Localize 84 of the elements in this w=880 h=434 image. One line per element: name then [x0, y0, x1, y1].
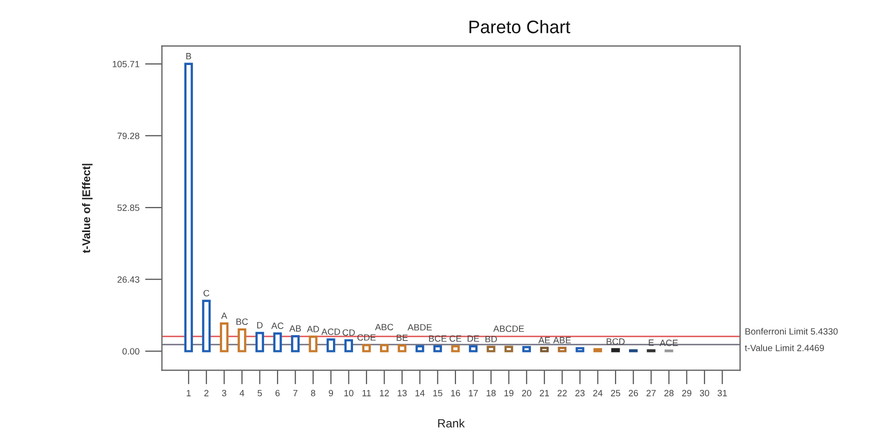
chart-title: Pareto Chart: [470, 20, 570, 34]
data-label: BCD: [606, 338, 625, 345]
bar: [540, 346, 549, 352]
bar: [398, 344, 406, 352]
x-tick-label: 9: [328, 390, 334, 396]
x-tick-label: 21: [540, 390, 549, 396]
x-tick-label: 29: [682, 390, 692, 396]
y-tick-label: 79.28: [118, 132, 140, 140]
x-tick-label: 7: [293, 390, 298, 396]
x-tick-label: 3: [222, 390, 226, 396]
data-label: BC: [236, 318, 248, 325]
x-tick-label: 8: [311, 390, 316, 396]
x-tick-label: 20: [522, 390, 532, 396]
bar: [308, 336, 318, 352]
data-label: BD: [485, 336, 497, 342]
bar: [291, 335, 300, 352]
data-label: ACD: [321, 328, 340, 335]
bar: [202, 300, 211, 352]
x-tick-label: 18: [486, 390, 496, 396]
x-tick-label: 30: [700, 390, 710, 396]
y-tick-label: 105.71: [112, 60, 140, 68]
y-tick-label: 26.43: [118, 276, 140, 283]
ref-line-label: t-Value Limit 2.4469: [744, 344, 824, 352]
bar: [362, 344, 371, 352]
x-tick-label: 31: [718, 390, 727, 396]
x-tick-label: 26: [628, 390, 638, 396]
data-label: AE: [538, 337, 550, 344]
x-tick-label: 27: [646, 390, 656, 396]
data-label: AD: [306, 326, 319, 332]
bar: [504, 346, 514, 352]
bar: [184, 62, 193, 352]
x-tick-label: 28: [664, 390, 674, 396]
x-tick-label: 12: [380, 390, 389, 396]
x-tick-label: 15: [433, 390, 442, 396]
bar: [220, 322, 228, 352]
data-label: A: [221, 312, 228, 319]
y-tick-label: 52.85: [117, 204, 140, 211]
bar: [451, 345, 460, 352]
data-label: AB: [289, 325, 301, 332]
x-tick-label: 4: [240, 390, 244, 396]
data-label: ABE: [553, 337, 571, 344]
x-tick-label: 16: [451, 390, 460, 396]
bar: [416, 345, 424, 352]
data-label: D: [257, 322, 263, 328]
data-label: C: [204, 290, 210, 296]
x-tick-label: 10: [344, 390, 354, 396]
bar: [522, 346, 531, 352]
bar: [326, 338, 336, 352]
data-label: DE: [468, 335, 480, 342]
data-label: CD: [342, 329, 355, 336]
x-tick-label: 2: [204, 390, 208, 396]
x-axis-title: Rank: [438, 418, 465, 428]
ref-line-label: Bonferroni Limit 5.4330: [745, 328, 838, 335]
data-label: B: [186, 53, 192, 60]
bar: [238, 328, 246, 352]
data-label: ABC: [375, 324, 394, 330]
x-tick-label: 1: [186, 390, 191, 396]
bar: [558, 346, 566, 352]
x-tick-label: 24: [593, 390, 603, 396]
x-tick-label: 6: [276, 390, 280, 396]
data-label: CE: [450, 335, 462, 342]
bar: [576, 347, 584, 352]
x-tick-label: 19: [504, 390, 514, 396]
y-axis-title: t-Value of |Effect|: [82, 164, 93, 254]
data-label: BCE: [429, 335, 447, 342]
y-tick-label: 0.00: [122, 348, 140, 355]
x-tick-label: 22: [558, 390, 567, 396]
x-tick-label: 13: [398, 390, 407, 396]
data-label: ABDE: [408, 324, 432, 330]
bar: [468, 345, 478, 352]
bar: [344, 339, 354, 352]
x-tick-label: 25: [610, 390, 620, 396]
bar: [433, 345, 442, 352]
x-tick-label: 14: [416, 390, 425, 396]
x-tick-label: 5: [258, 390, 262, 396]
x-tick-label: 17: [468, 390, 478, 396]
data-label: ABCDE: [493, 325, 524, 332]
bar: [273, 332, 282, 352]
bar: [380, 344, 389, 352]
x-tick-label: 11: [362, 390, 371, 396]
bar: [255, 332, 264, 352]
bar: [486, 346, 496, 352]
data-label: AC: [271, 322, 284, 329]
x-tick-label: 23: [575, 390, 585, 396]
